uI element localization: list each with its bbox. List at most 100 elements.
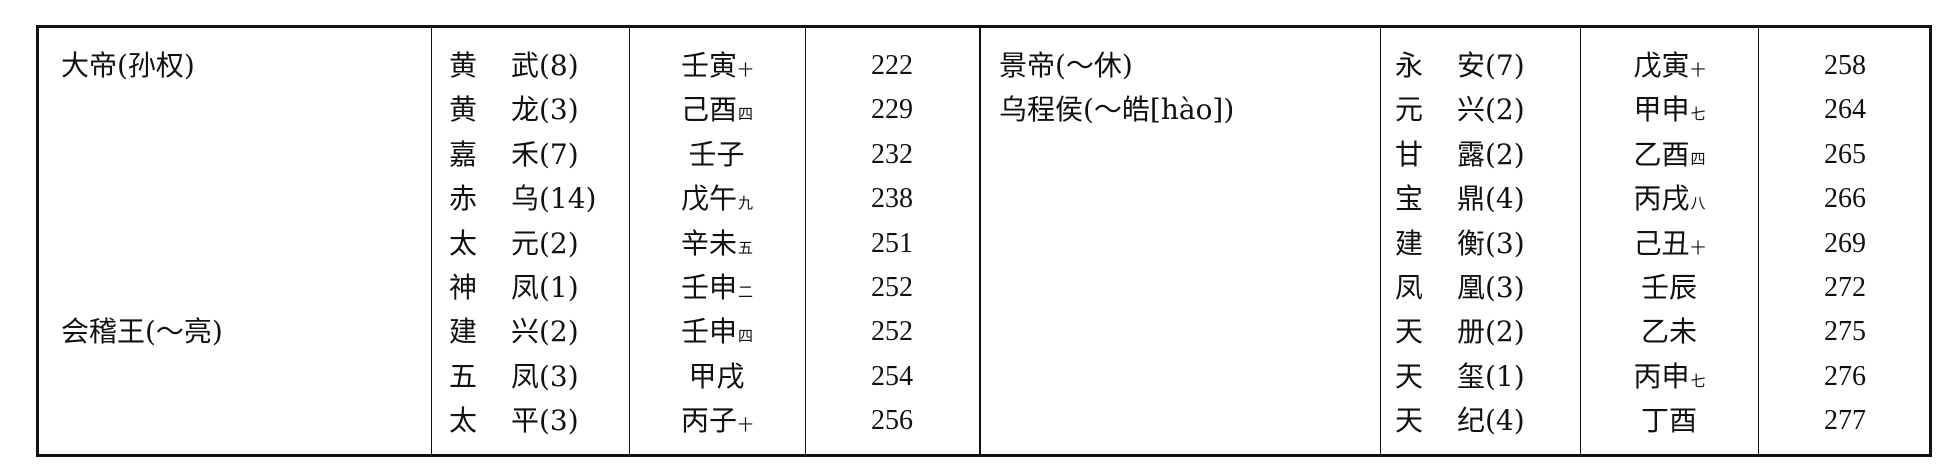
ruler-cell [61, 177, 421, 221]
year-cell: 256 [871, 405, 913, 437]
month-subscript: 四 [1690, 149, 1706, 168]
ganzhi-cell: 辛未五 [631, 222, 803, 266]
ganzhi-cell: 己酉四 [631, 88, 803, 132]
era-second-char-duration: 纪(4) [1457, 404, 1525, 438]
ganzhi-cell: 壬寅十 [631, 44, 803, 88]
ganzhi: 甲申 [1633, 93, 1690, 127]
era-first-char: 黄 [449, 49, 478, 82]
year-cell: 222 [871, 50, 913, 81]
year-cell: 252 [871, 316, 913, 348]
year-cell: 272 [1824, 271, 1866, 303]
era-name: 建兴(2) [449, 310, 629, 354]
era-second-char-duration: 乌(14) [511, 182, 597, 216]
ganzhi-cell: 壬子 [631, 133, 803, 177]
ganzhi-cell: 壬申四 [631, 310, 803, 354]
era-name: 神凤(1) [449, 266, 629, 310]
year-cell: 277 [1824, 405, 1866, 437]
year-cell: 269 [1824, 227, 1866, 259]
ruler-cell: 会稽王(～亮) [61, 315, 223, 349]
ganzhi: 壬辰 [1640, 270, 1697, 304]
era-name: 元兴(2) [1395, 88, 1580, 132]
era-first-char: 神 [449, 270, 478, 304]
era-second-char-duration: 衡(3) [1457, 226, 1525, 260]
era-name: 甘露(2) [1395, 133, 1580, 177]
month-subscript: 十 [738, 61, 754, 79]
era-first-char: 宝 [1395, 182, 1424, 216]
ganzhi: 乙未 [1640, 315, 1697, 349]
era-second-char-duration: 兴(2) [511, 315, 579, 349]
ganzhi-cell: 甲戌 [631, 355, 803, 399]
era-second-char-duration: 龙(3) [511, 93, 579, 127]
ruler-column: 景帝(～休) 乌程侯(～皓[hào]) [999, 44, 1374, 444]
era-first-char: 凤 [1395, 270, 1424, 304]
ganzhi: 壬申 [680, 315, 737, 349]
era-second-char-duration: 兴(2) [1457, 93, 1525, 127]
era-second-char-duration: 平(3) [511, 404, 579, 438]
era-first-char: 赤 [449, 182, 478, 216]
ganzhi-cell: 丙申七 [1582, 355, 1757, 399]
era-first-char: 甘 [1395, 137, 1424, 171]
ruler-cell: 景帝(～休) [999, 49, 1133, 82]
era-first-char: 天 [1395, 359, 1424, 393]
ganzhi-cell: 乙酉四 [1582, 133, 1757, 177]
ganzhi: 壬子 [688, 137, 745, 171]
era-name: 天玺(1) [1395, 355, 1580, 399]
year-cell: 275 [1824, 316, 1866, 348]
column-divider [629, 28, 630, 454]
era-first-char: 天 [1395, 404, 1424, 438]
month-subscript: 七 [1690, 105, 1706, 124]
ruler-cell: 大帝(孙权) [61, 49, 195, 82]
era-first-char: 建 [1395, 226, 1424, 260]
year-cell: 252 [871, 271, 913, 303]
ganzhi-cell: 乙未 [1582, 310, 1757, 354]
era-second-char-duration: 禾(7) [511, 137, 579, 171]
era-second-char-duration: 凤(3) [511, 359, 579, 393]
ganzhi: 壬申 [680, 270, 737, 304]
year-cell: 232 [871, 138, 913, 170]
ruler-cell: 乌程侯(～皓[hào]) [999, 93, 1235, 127]
era-first-char: 嘉 [449, 137, 478, 171]
ganzhi: 丁酉 [1640, 404, 1697, 438]
ruler-cell [999, 177, 1374, 221]
ganzhi: 甲戌 [688, 359, 745, 393]
era-first-char: 太 [449, 404, 478, 438]
era-name: 太元(2) [449, 222, 629, 266]
ganzhi: 己丑 [1633, 226, 1690, 260]
year-cell: 266 [1824, 183, 1866, 215]
year-column: 222 229 232 238 251 252 252 254 256 [807, 44, 977, 444]
era-second-char-duration: 露(2) [1457, 137, 1525, 171]
ganzhi: 丙子 [680, 404, 737, 438]
ganzhi: 壬寅 [680, 49, 737, 82]
era-table: 大帝(孙权) 会稽王(～亮) 黄武(8) 黄龙(3) 嘉禾(7) 赤乌(14) 太元(2) 神… [36, 25, 1932, 457]
column-divider [1580, 28, 1581, 454]
era-name: 永安(7) [1395, 44, 1580, 88]
year-cell: 254 [871, 360, 913, 392]
column-divider [1380, 28, 1381, 454]
year-cell: 229 [871, 94, 913, 126]
era-name: 天册(2) [1395, 310, 1580, 354]
era-name: 黄龙(3) [449, 88, 629, 132]
month-subscript: 四 [738, 327, 754, 346]
era-second-char-duration: 凤(1) [511, 270, 579, 304]
era-name: 赤乌(14) [449, 177, 629, 221]
ruler-cell [999, 399, 1374, 443]
era-second-char-duration: 册(2) [1457, 315, 1525, 349]
era-name: 天纪(4) [1395, 399, 1580, 443]
column-divider [1758, 28, 1759, 454]
era-first-char: 天 [1395, 315, 1424, 349]
ruler-cell [61, 399, 421, 443]
era-second-char-duration: 玺(1) [1457, 359, 1525, 393]
ganzhi: 辛未 [680, 226, 737, 260]
ruler-cell [999, 266, 1374, 310]
month-subscript: 七 [1690, 371, 1706, 390]
era-name-column: 永安(7) 元兴(2) 甘露(2) 宝鼎(4) 建衡(3) 凤凰(3) 天册(2) 天玺(1)… [1395, 44, 1580, 444]
ganzhi-column: 戊寅十 甲申七 乙酉四 丙戌八 己丑十 壬辰 乙未 丙申七 丁酉 [1582, 44, 1757, 444]
era-name: 黄武(8) [449, 44, 629, 88]
era-name: 宝鼎(4) [1395, 177, 1580, 221]
era-second-char-duration: 元(2) [511, 226, 579, 260]
era-first-char: 元 [1395, 93, 1424, 127]
ruler-cell [61, 88, 421, 132]
ganzhi-column: 壬寅十 己酉四 壬子 戊午九 辛未五 壬申二 壬申四 甲戌 丙子十 [631, 44, 803, 444]
ruler-cell [61, 355, 421, 399]
era-second-char-duration: 武(8) [511, 49, 579, 82]
